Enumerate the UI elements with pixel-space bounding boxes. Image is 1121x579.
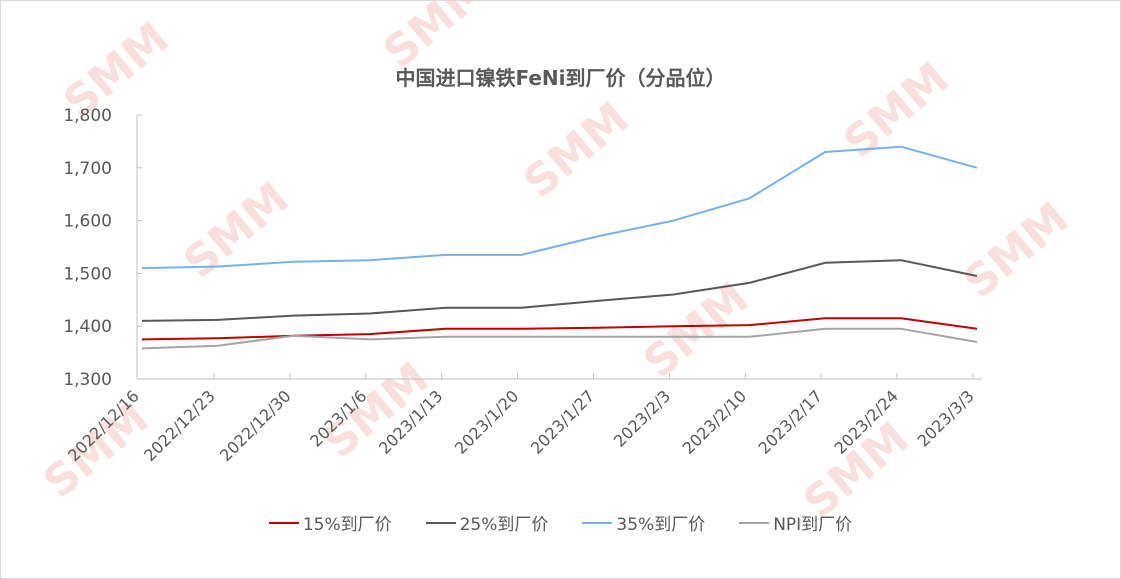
- legend-item[interactable]: 25%到厂价: [425, 510, 549, 535]
- legend-label: 25%到厂价: [459, 515, 549, 535]
- y-tick-label: 1,500: [63, 264, 112, 284]
- legend-item[interactable]: 15%到厂价: [268, 510, 392, 535]
- y-tick-label: 1,400: [63, 317, 112, 337]
- series-line: [141, 317, 978, 341]
- x-tick-label: 2023/2/17: [755, 386, 826, 457]
- x-tick-label: 2023/2/3: [610, 386, 674, 450]
- watermark-text: SMM: [174, 173, 298, 289]
- legend: 15%到厂价 25%到厂价 35%到厂价 NPI到厂价: [0, 510, 1121, 535]
- x-tick-label: 2023/2/10: [679, 386, 750, 457]
- x-tick-label: 2023/3/3: [914, 386, 978, 450]
- legend-swatch-icon: [268, 521, 299, 524]
- x-tick-label: 2023/1/27: [527, 386, 598, 457]
- legend-swatch-icon: [739, 521, 770, 524]
- legend-item[interactable]: 35%到厂价: [582, 510, 705, 535]
- y-tick-label: 1,300: [63, 370, 112, 390]
- axes: 1,3001,4001,5001,6001,7001,8002022/12/16…: [63, 106, 982, 465]
- series-line: [141, 259, 978, 322]
- y-tick-label: 1,600: [63, 212, 112, 232]
- legend-label: 35%到厂价: [616, 515, 706, 535]
- x-tick-label: 2023/1/20: [451, 386, 522, 457]
- watermark-text: SMM: [954, 193, 1078, 309]
- legend-label: 15%到厂价: [302, 515, 392, 535]
- legend-label: NPI到厂价: [773, 515, 853, 535]
- y-tick-label: 1,800: [63, 106, 112, 126]
- watermark-text: SMM: [514, 93, 638, 209]
- series-lines: [141, 145, 978, 350]
- x-tick-label: 2022/12/30: [216, 386, 295, 465]
- watermark-text: SMM: [374, 0, 498, 78]
- legend-swatch-icon: [425, 521, 456, 524]
- series-line: [141, 145, 978, 270]
- legend-item[interactable]: NPI到厂价: [739, 510, 852, 535]
- y-tick-label: 1,700: [63, 159, 112, 179]
- series-line: [141, 327, 978, 350]
- chart-title: 中国进口镍铁FeNi到厂价（分品位）: [395, 66, 726, 90]
- legend-swatch-icon: [582, 521, 613, 524]
